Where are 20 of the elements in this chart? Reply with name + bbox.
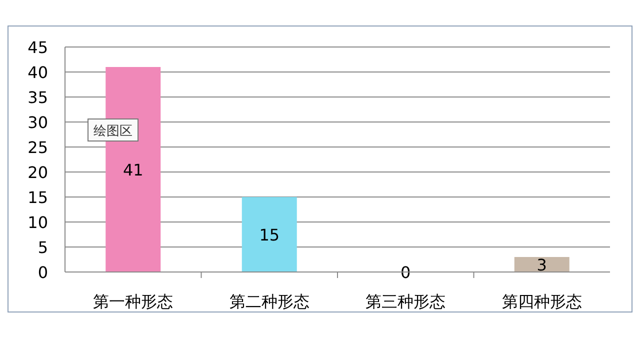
data-label: 3 <box>536 256 547 274</box>
y-tick-label: 40 <box>28 63 48 82</box>
y-tick-label: 25 <box>28 138 48 157</box>
y-tick-label: 30 <box>28 113 48 132</box>
y-tick-label: 45 <box>28 38 48 57</box>
annotation: 绘图区 <box>94 124 132 139</box>
data-label: 41 <box>122 160 144 180</box>
y-tick-label: 0 <box>38 263 48 282</box>
y-tick-label: 20 <box>28 163 48 182</box>
x-tick-label: 第二种形态 <box>229 292 310 311</box>
bar <box>242 197 297 272</box>
x-tick-label: 第一种形态 <box>93 292 174 311</box>
bar <box>514 257 570 272</box>
y-tick-label: 5 <box>38 238 48 257</box>
y-tick-label: 15 <box>28 188 48 207</box>
y-tick-label: 35 <box>28 88 48 107</box>
x-tick-label: 第四种形态 <box>502 292 582 311</box>
x-tick-label: 第三种形态 <box>366 292 446 311</box>
data-label: 15 <box>259 226 280 244</box>
y-tick-label: 10 <box>28 213 48 232</box>
